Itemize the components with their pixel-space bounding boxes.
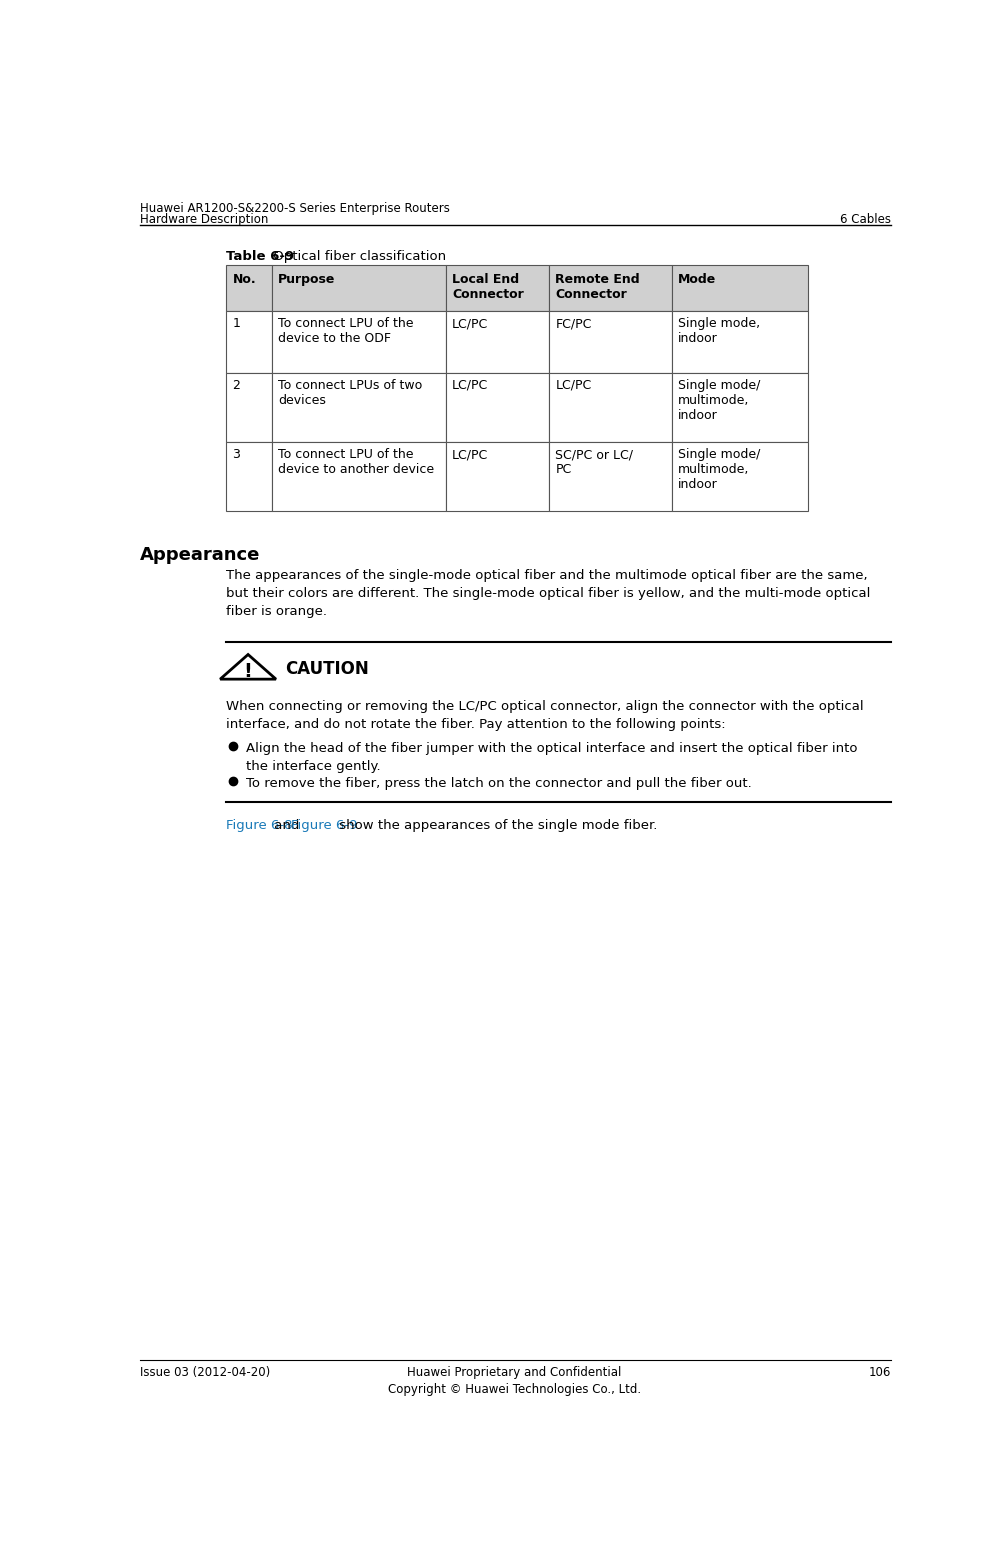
Text: Figure 6-9: Figure 6-9 [291,818,358,832]
Bar [672,442,808,511]
Bar [672,373,808,442]
Text: 2: 2 [232,379,240,392]
Bar [550,373,672,442]
Bar [271,373,446,442]
Text: !: ! [243,663,252,682]
Text: LC/PC: LC/PC [556,379,592,392]
Bar [672,265,808,312]
Bar [271,442,446,511]
Bar [226,442,271,511]
Text: Single mode/
multimode,
indoor: Single mode/ multimode, indoor [678,448,761,492]
Text: Remote End
Connector: Remote End Connector [556,273,640,301]
Bar [672,312,808,373]
Bar [550,442,672,511]
Bar [550,312,672,373]
Text: When connecting or removing the LC/PC optical connector, align the connector wit: When connecting or removing the LC/PC op… [226,700,864,732]
Text: To remove the fiber, press the latch on the connector and pull the fiber out.: To remove the fiber, press the latch on … [246,777,752,790]
Text: Appearance: Appearance [140,545,260,564]
Text: show the appearances of the single mode fiber.: show the appearances of the single mode … [335,818,657,832]
Text: To connect LPU of the
device to the ODF: To connect LPU of the device to the ODF [277,318,413,345]
Text: 3: 3 [232,448,240,461]
Text: Purpose: Purpose [277,273,335,285]
Text: LC/PC: LC/PC [452,448,488,461]
Text: Figure 6-8: Figure 6-8 [226,818,292,832]
Text: and: and [269,818,304,832]
Text: To connect LPUs of two
devices: To connect LPUs of two devices [277,379,422,407]
Text: Hardware Description: Hardware Description [140,213,268,227]
Text: To connect LPU of the
device to another device: To connect LPU of the device to another … [277,448,434,476]
Text: Local End
Connector: Local End Connector [452,273,524,301]
Text: 106: 106 [868,1366,890,1379]
Bar [226,373,271,442]
Text: Optical fiber classification: Optical fiber classification [269,249,446,263]
Text: CAUTION: CAUTION [285,660,369,679]
Text: Table 6-9: Table 6-9 [226,249,294,263]
Text: Align the head of the fiber jumper with the optical interface and insert the opt: Align the head of the fiber jumper with … [246,743,857,774]
Bar [446,265,550,312]
Bar [446,373,550,442]
Text: The appearances of the single-mode optical fiber and the multimode optical fiber: The appearances of the single-mode optic… [226,569,870,619]
Bar [446,312,550,373]
Text: Huawei Proprietary and Confidential
Copyright © Huawei Technologies Co., Ltd.: Huawei Proprietary and Confidential Copy… [388,1366,641,1396]
Text: Issue 03 (2012-04-20): Issue 03 (2012-04-20) [140,1366,269,1379]
Text: FC/PC: FC/PC [556,318,592,331]
Text: Huawei AR1200-S&2200-S Series Enterprise Routers: Huawei AR1200-S&2200-S Series Enterprise… [140,202,449,215]
Text: Mode: Mode [678,273,717,285]
Text: LC/PC: LC/PC [452,318,488,331]
Text: 6 Cables: 6 Cables [839,213,890,227]
Bar [226,312,271,373]
Bar [271,312,446,373]
Bar [226,265,271,312]
Text: No.: No. [232,273,256,285]
Text: 1: 1 [232,318,240,331]
Bar [550,265,672,312]
Bar [446,442,550,511]
Text: Single mode/
multimode,
indoor: Single mode/ multimode, indoor [678,379,761,422]
Text: Single mode,
indoor: Single mode, indoor [678,318,761,345]
Text: SC/PC or LC/
PC: SC/PC or LC/ PC [556,448,633,476]
Text: LC/PC: LC/PC [452,379,488,392]
Bar [271,265,446,312]
